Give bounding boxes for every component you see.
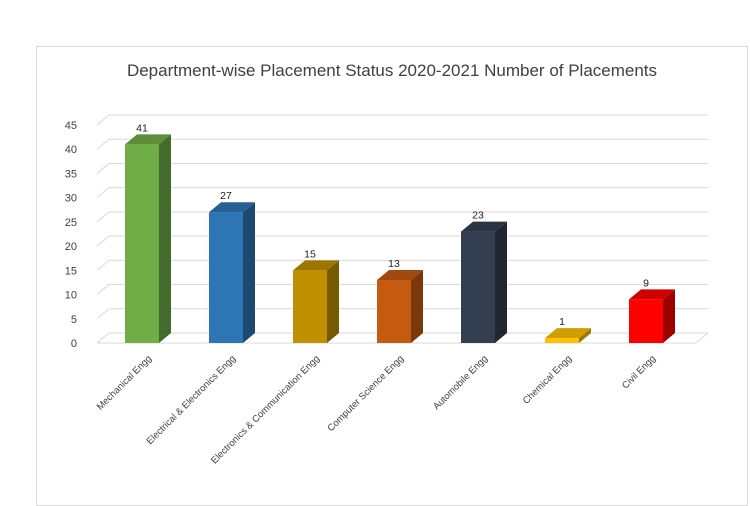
- bar-6: [545, 328, 591, 343]
- bar-front: [461, 231, 495, 343]
- gridline-side: [96, 211, 110, 223]
- bar-5: [461, 221, 507, 343]
- bar-7: [629, 289, 675, 343]
- y-axis-ticks: 0 5 10 15 20 25 30 35 40 45: [65, 120, 77, 350]
- data-label: 15: [304, 248, 316, 260]
- bar-side: [411, 270, 423, 343]
- gridline-side: [96, 187, 110, 199]
- y-tick-label: 15: [65, 265, 77, 277]
- gridline-side: [96, 332, 110, 344]
- y-tick-label: 30: [65, 193, 77, 205]
- x-tick-label: Chemical Engg: [521, 353, 574, 406]
- bar-3: [293, 260, 339, 343]
- bar-top: [377, 270, 423, 281]
- bar-top: [209, 202, 255, 213]
- bar-front: [629, 299, 663, 343]
- bar-top: [293, 260, 339, 271]
- gridline-side: [96, 138, 110, 150]
- y-tick-label: 0: [71, 338, 77, 350]
- bar-front: [293, 270, 327, 343]
- y-tick-label: 25: [65, 217, 77, 229]
- x-tick-label: Automobile Engg: [431, 353, 490, 412]
- y-tick-label: 35: [65, 168, 77, 180]
- gridline-side: [96, 284, 110, 295]
- y-tick-label: 10: [65, 290, 77, 302]
- gridline-side: [96, 235, 110, 247]
- y-tick-label: 45: [65, 120, 77, 132]
- gridline-side: [96, 114, 110, 126]
- bar-side: [327, 260, 339, 343]
- bar-top: [125, 134, 171, 145]
- bar-side: [495, 221, 507, 343]
- data-label: 41: [136, 122, 148, 134]
- y-tick-label: 20: [65, 241, 77, 253]
- data-label: 23: [472, 210, 484, 222]
- data-labels: 41 27 15 13 23 1 9: [136, 122, 649, 328]
- y-tick-label: 40: [65, 144, 77, 156]
- bar-side: [579, 328, 591, 343]
- bar-side: [663, 289, 675, 343]
- bar-front: [377, 280, 411, 343]
- bar-top: [461, 221, 507, 232]
- y-tick-label: 5: [71, 314, 77, 326]
- gridline-side: [96, 163, 110, 174]
- bar-4: [377, 270, 423, 343]
- data-label: 1: [559, 316, 565, 328]
- bar-side: [159, 134, 171, 343]
- bars: [125, 134, 675, 343]
- gridline-side: [96, 308, 110, 320]
- bar-top: [545, 328, 591, 339]
- bar-front: [545, 338, 579, 343]
- bar-1: [125, 134, 171, 343]
- x-tick-label: Mechanical Engg: [95, 353, 154, 412]
- x-tick-label: Civil Engg: [620, 353, 658, 391]
- bar-front: [209, 212, 243, 343]
- floor-edge-right: [695, 332, 709, 344]
- data-label: 27: [220, 190, 232, 202]
- x-tick-label: Computer Science Engg: [326, 353, 407, 434]
- bar-side: [243, 202, 255, 343]
- bar-2: [209, 202, 255, 343]
- bar-top: [629, 289, 675, 300]
- gridlines: [96, 114, 709, 344]
- bar-front: [125, 144, 159, 343]
- data-label: 9: [643, 277, 649, 289]
- data-label: 13: [388, 258, 400, 270]
- x-tick-label: Electrical & Electronics Engg: [144, 353, 238, 447]
- gridline-side: [96, 259, 110, 271]
- chart-title: Department-wise Placement Status 2020-20…: [126, 61, 658, 80]
